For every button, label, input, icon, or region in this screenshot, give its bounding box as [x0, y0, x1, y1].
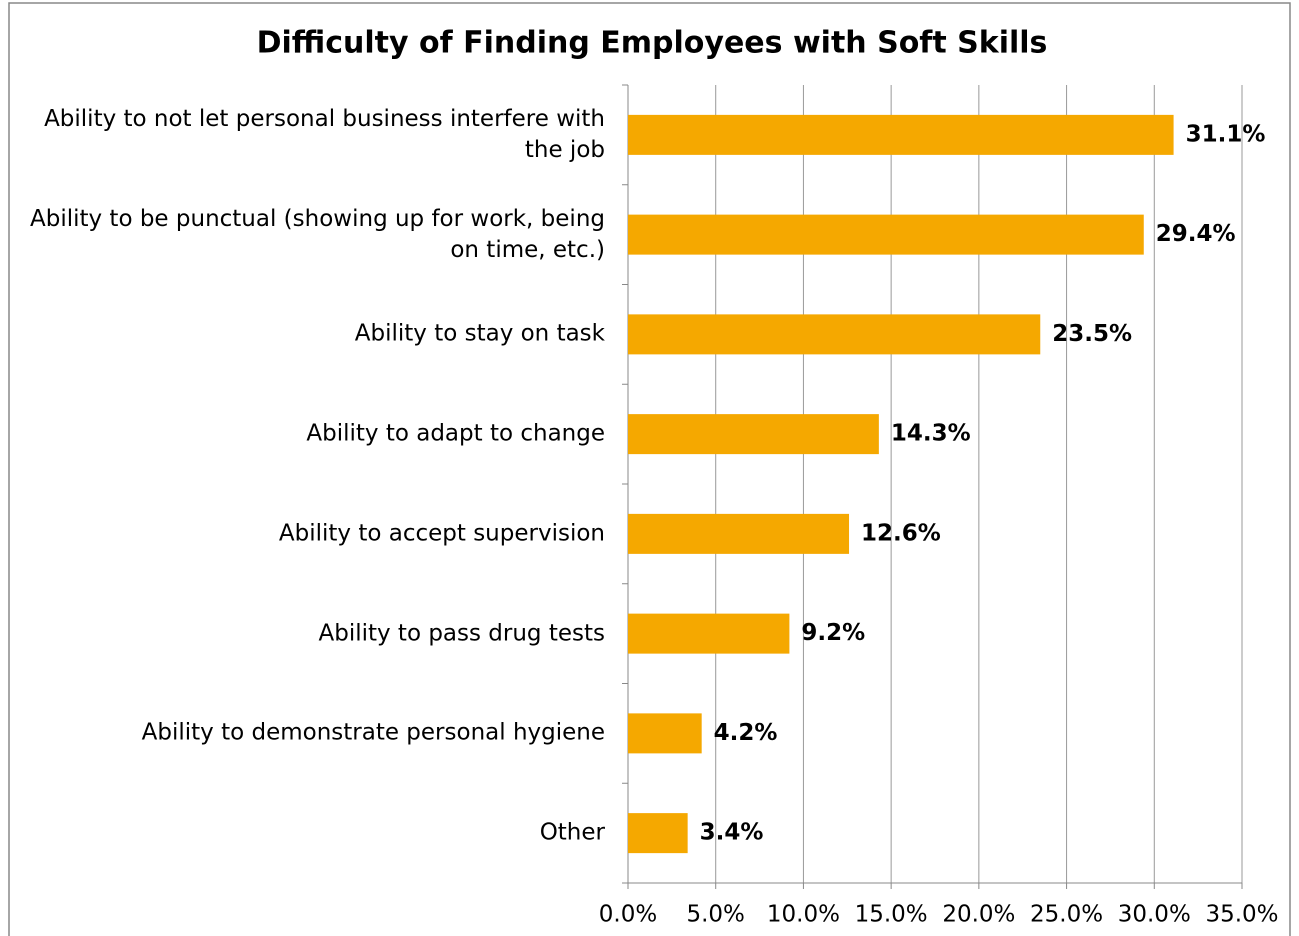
- y-tick-label: Ability to adapt to change: [306, 420, 605, 447]
- data-label: 12.6%: [861, 520, 941, 546]
- data-label: 9.2%: [801, 620, 865, 646]
- chart-border: [8, 2, 1291, 936]
- bar: [628, 214, 1144, 255]
- bar: [628, 713, 702, 754]
- y-tick-label: Ability to accept supervision: [278, 520, 605, 547]
- bar: [628, 613, 790, 654]
- x-tick-label: 25.0%: [1030, 902, 1103, 928]
- data-label: 4.2%: [714, 720, 778, 746]
- bar: [628, 513, 850, 554]
- x-tick-label: 5.0%: [686, 902, 744, 928]
- data-label: 3.4%: [700, 820, 764, 846]
- y-tick-label: Ability to stay on task: [354, 320, 605, 347]
- y-tick-label: Ability to be punctual (showing up for w…: [29, 205, 605, 263]
- y-tick-label: Ability to pass drug tests: [318, 620, 605, 647]
- bar: [628, 314, 1041, 355]
- bar: [628, 414, 879, 455]
- data-label: 14.3%: [891, 421, 971, 447]
- x-tick-label: 30.0%: [1118, 902, 1191, 928]
- x-tick-label: 0.0%: [599, 902, 657, 928]
- bar: [628, 813, 688, 854]
- data-label: 23.5%: [1052, 321, 1132, 347]
- y-tick-label: Ability to demonstrate personal hygiene: [141, 719, 605, 746]
- chart-title: Difficulty of Finding Employees with Sof…: [257, 26, 1048, 61]
- data-label: 29.4%: [1156, 221, 1236, 247]
- x-tick-label: 20.0%: [942, 902, 1015, 928]
- x-tick-label: 15.0%: [855, 902, 928, 928]
- bar: [628, 114, 1174, 155]
- y-tick-label: Other: [539, 819, 605, 846]
- x-tick-label: 35.0%: [1205, 902, 1278, 928]
- x-tick-label: 10.0%: [767, 902, 840, 928]
- data-label: 31.1%: [1186, 121, 1266, 147]
- y-tick-label: Ability to not let personal business int…: [44, 105, 605, 163]
